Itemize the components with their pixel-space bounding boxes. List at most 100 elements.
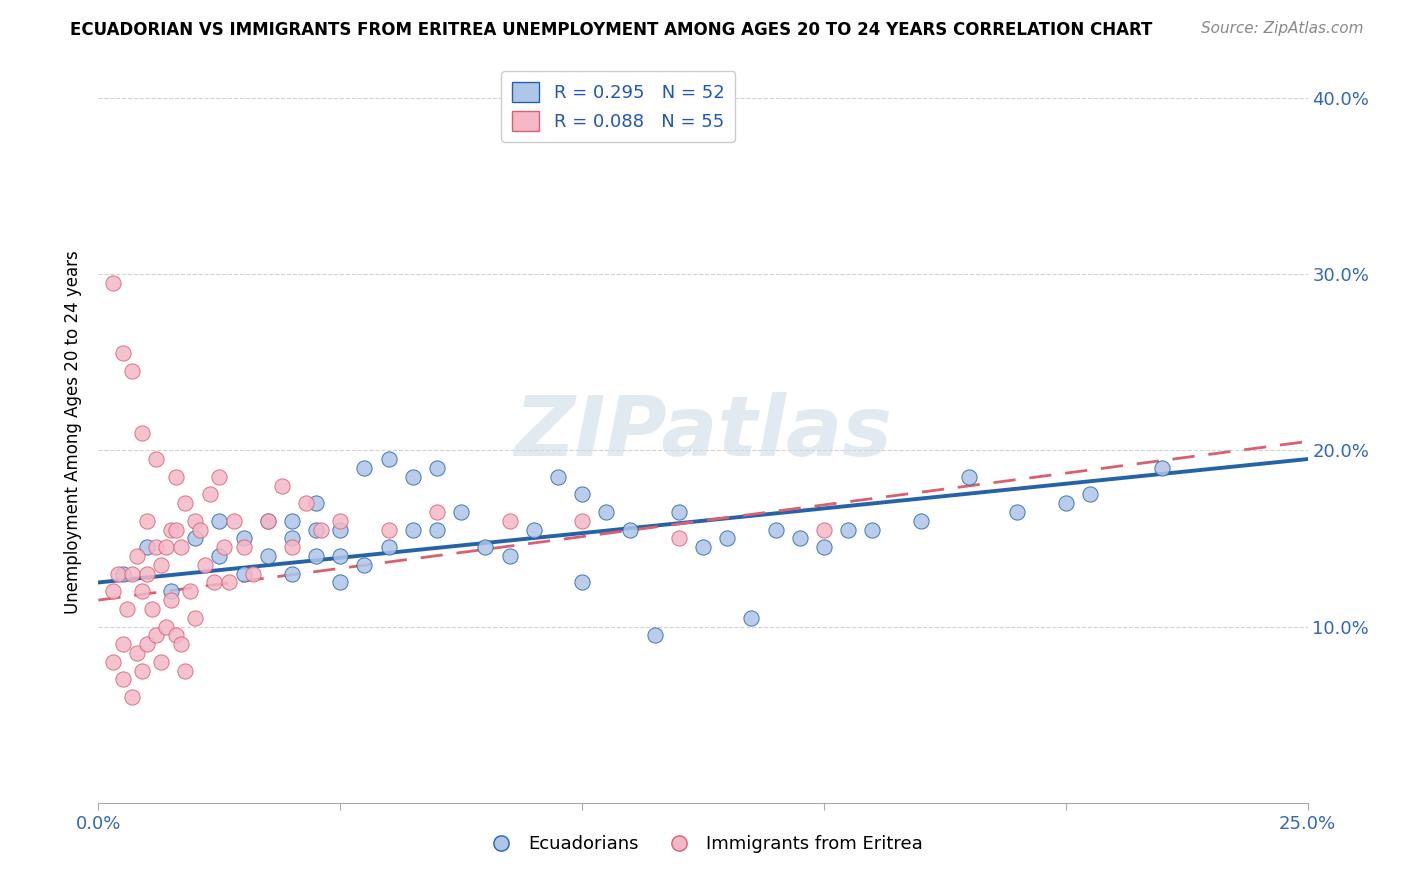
Point [145,452,167,467]
Point [101,276,124,290]
Text: ZIPatlas: ZIPatlas [515,392,891,473]
Point [329,575,352,590]
Point [232,566,254,581]
Point [668,532,690,546]
Point [644,628,666,642]
Point [271,478,294,492]
Point [184,610,207,624]
Point [145,628,167,642]
Point [281,540,304,554]
Point [305,496,328,510]
Point [141,602,163,616]
Point [127,549,149,563]
Y-axis label: Unemployment Among Ages 20 to 24 years: Unemployment Among Ages 20 to 24 years [65,251,83,615]
Point [910,514,932,528]
Point [131,664,153,678]
Point [121,566,143,581]
Point [426,461,449,475]
Point [329,549,352,563]
Point [131,584,153,599]
Point [127,646,149,660]
Point [1007,505,1029,519]
Point [692,540,714,554]
Point [179,584,201,599]
Point [474,540,496,554]
Point [150,655,173,669]
Point [121,690,143,704]
Point [426,523,449,537]
Point [242,566,264,581]
Point [295,496,318,510]
Point [188,523,211,537]
Point [571,575,593,590]
Point [198,487,221,501]
Point [174,664,197,678]
Point [547,469,569,483]
Point [107,566,129,581]
Point [135,514,157,528]
Point [860,523,883,537]
Point [111,637,134,651]
Point [165,628,187,642]
Point [212,540,235,554]
Point [281,532,304,546]
Point [256,514,278,528]
Point [765,523,787,537]
Point [135,637,157,651]
Point [218,575,240,590]
Text: ECUADORIAN VS IMMIGRANTS FROM ERITREA UNEMPLOYMENT AMONG AGES 20 TO 24 YEARS COR: ECUADORIAN VS IMMIGRANTS FROM ERITREA UN… [70,21,1153,38]
Point [121,364,143,378]
Point [208,549,231,563]
Point [281,566,304,581]
Point [668,505,690,519]
Point [1054,496,1077,510]
Point [232,532,254,546]
Point [329,514,352,528]
Point [595,505,617,519]
Point [117,602,139,616]
Point [135,566,157,581]
Point [169,637,191,651]
Point [155,619,177,633]
Point [165,523,187,537]
Point [426,505,449,519]
Point [837,523,859,537]
Point [111,673,134,687]
Point [377,523,399,537]
Point [1078,487,1101,501]
Point [111,566,134,581]
Point [813,523,835,537]
Point [305,523,328,537]
Point [377,452,399,467]
Point [165,469,187,483]
Point [145,540,167,554]
Point [160,584,183,599]
Legend: Ecuadorians, Immigrants from Eritrea: Ecuadorians, Immigrants from Eritrea [477,828,929,861]
Point [155,540,177,554]
Point [353,558,375,572]
Point [101,655,124,669]
Point [498,549,520,563]
Point [813,540,835,554]
Point [256,549,278,563]
Point [150,558,173,572]
Point [169,540,191,554]
Point [1152,461,1174,475]
Point [957,469,980,483]
Point [256,514,278,528]
Point [571,514,593,528]
Point [208,514,231,528]
Point [571,487,593,501]
Point [523,523,546,537]
Point [305,549,328,563]
Point [111,346,134,360]
Point [184,532,207,546]
Point [353,461,375,475]
Point [498,514,520,528]
Point [184,514,207,528]
Point [160,523,183,537]
Point [232,540,254,554]
Point [194,558,217,572]
Point [329,523,352,537]
Point [204,575,226,590]
